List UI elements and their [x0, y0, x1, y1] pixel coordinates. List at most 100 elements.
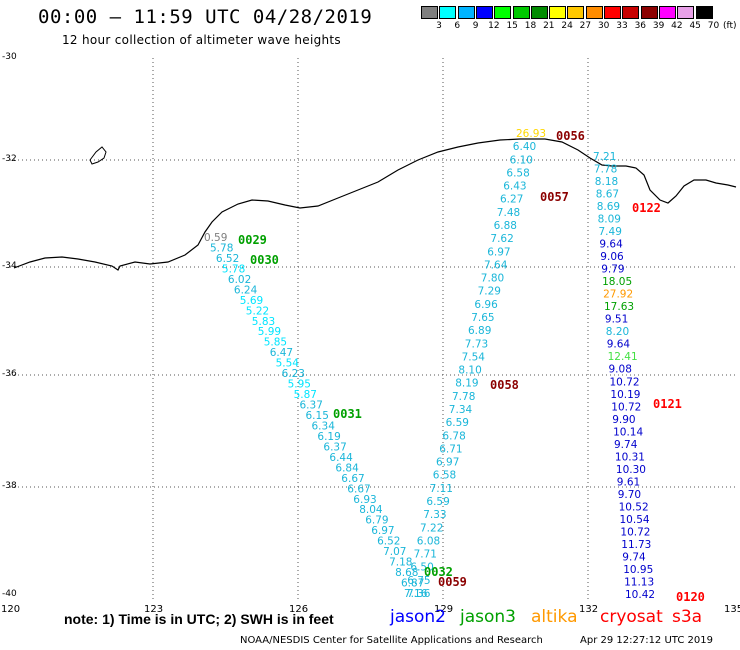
- units-note: note: 1) Time is in UTC; 2) SWH is in fe…: [64, 611, 334, 627]
- colorbar-swatch: [457, 6, 475, 19]
- swh-observation: 7.11: [430, 483, 453, 495]
- latitude-label: -32: [2, 154, 17, 164]
- swh-observation: 5.78: [222, 263, 245, 275]
- swh-observation: 9.74: [614, 439, 638, 451]
- swh-observation: 7.71: [414, 549, 437, 561]
- swh-observation: 6.23: [282, 368, 305, 380]
- swh-observation: 26.93: [516, 128, 546, 140]
- swh-observation: 10.52: [619, 501, 649, 513]
- swh-observation: 10.95: [623, 564, 653, 576]
- swh-observation: 8.18: [595, 176, 618, 188]
- swh-observation: 7.62: [490, 233, 513, 245]
- pass-id-label: 0058: [490, 378, 519, 392]
- colorbar-swatch: [695, 6, 713, 19]
- swh-observation: 6.78: [442, 430, 465, 442]
- swh-observation: 8.68: [395, 567, 418, 579]
- colorbar-label: 33: [616, 21, 628, 31]
- graticule: [10, 58, 735, 600]
- swh-observation: 6.47: [270, 347, 293, 359]
- map-subtitle: 12 hour collection of altimeter wave hei…: [62, 33, 341, 47]
- swh-observation: 7.64: [484, 259, 508, 271]
- legend-jason2: jason2: [390, 607, 446, 627]
- legend-jason3: jason3: [460, 607, 516, 627]
- swh-observation: 6.24: [234, 284, 258, 296]
- colorbar-swatch: [622, 6, 640, 19]
- pass-id-label: 0122: [632, 201, 661, 215]
- colorbar-label: 12: [488, 21, 500, 31]
- colorbar-label: 15: [506, 21, 518, 31]
- swh-observation: 6.40: [513, 141, 536, 153]
- swh-observation: 5.87: [294, 389, 317, 401]
- colorbar-label: 9: [472, 21, 479, 31]
- legend-s3a: s3a: [672, 607, 703, 627]
- colorbar-swatch: [658, 6, 676, 19]
- colorbar-swatch: [475, 6, 493, 19]
- credit-text: NOAA/NESDIS Center for Satellite Applica…: [240, 635, 543, 646]
- swh-observation: 6.67: [341, 473, 364, 485]
- longitude-label: 129: [434, 604, 454, 615]
- pass-id-label: 0121: [653, 397, 682, 411]
- swh-observation: 7.80: [481, 273, 504, 285]
- swh-observation: 8.10: [458, 365, 481, 377]
- swh-observation: 6.97: [371, 525, 394, 537]
- colorbar-label: 6: [454, 21, 461, 31]
- swh-observation: 6.52: [377, 536, 400, 548]
- swh-observation: 7.78: [594, 164, 617, 176]
- colorbar-label: 36: [634, 21, 647, 31]
- swh-observation: 9.08: [609, 364, 632, 376]
- swh-observation: 10.14: [613, 426, 643, 438]
- spencer-gulf-coast: [89, 146, 107, 165]
- swh-observation: 6.15: [306, 410, 329, 422]
- pass-id-label: 0030: [250, 253, 279, 267]
- swh-observation: 7.07: [383, 546, 406, 558]
- colorbar-swatch: [494, 6, 512, 19]
- swh-observation: 5.83: [252, 316, 275, 328]
- swh-observation: 6.87: [401, 578, 424, 590]
- pass-id-label: 0029: [238, 233, 267, 247]
- swh-observation: 11.13: [624, 577, 654, 589]
- pass-id-label: 0057: [540, 190, 569, 204]
- swh-observation: 27.92: [603, 289, 633, 301]
- pass-id-label: 0059: [438, 575, 467, 589]
- colorbar-swatch: [585, 6, 603, 19]
- colorbar-label: 24: [561, 21, 573, 31]
- map-title: 00:00 – 11:59 UTC 04/28/2019: [38, 6, 373, 28]
- longitude-label: 120: [1, 604, 21, 615]
- swh-observation: 6.88: [494, 220, 517, 232]
- swh-observation: 7.73: [465, 338, 488, 350]
- colorbar-label: 30: [597, 21, 610, 31]
- swh-observation: 5.78: [210, 243, 233, 255]
- colorbar-swatch: [677, 6, 695, 19]
- swh-observation: 11.73: [621, 539, 651, 551]
- pass-id-label: 0032: [424, 565, 453, 579]
- swh-observation: 6.19: [317, 431, 340, 443]
- swh-observation: 7.21: [593, 151, 616, 163]
- pass-id-label: 0056: [556, 129, 585, 143]
- swh-observation: 6.97: [436, 457, 459, 469]
- swh-observation: 6.58: [506, 167, 529, 179]
- swh-observation: 12.41: [608, 351, 638, 363]
- swh-observation: 9.74: [622, 552, 646, 564]
- swh-observation: 8.67: [596, 189, 619, 201]
- colorbar-swatch: [512, 6, 530, 19]
- latitude-label: -36: [2, 369, 17, 379]
- swh-observation: 5.22: [246, 305, 269, 317]
- colorbar-swatch: [640, 6, 658, 19]
- swh-observation: 6.84: [335, 462, 359, 474]
- swh-observation: 10.72: [620, 526, 650, 538]
- swh-observation: 10.72: [611, 401, 641, 413]
- swh-observation: 9.51: [605, 314, 628, 326]
- swh-observation: 9.06: [600, 251, 624, 263]
- swh-observation: 6.59: [446, 417, 469, 429]
- swh-observation: 18.05: [602, 276, 632, 288]
- colorbar-swatch: [439, 6, 457, 19]
- swh-observation: 6.43: [503, 181, 526, 193]
- colorbar-label: 70: [707, 21, 720, 31]
- colorbar-label: 3: [436, 21, 442, 31]
- swh-observation: 7.34: [449, 404, 473, 416]
- swh-observation: 7.18: [389, 557, 412, 569]
- swh-observation: 6.96: [474, 299, 498, 311]
- swh-observation: 9.64: [599, 239, 623, 251]
- swh-observation: 6.79: [365, 515, 388, 527]
- swh-observation: 8.20: [606, 326, 629, 338]
